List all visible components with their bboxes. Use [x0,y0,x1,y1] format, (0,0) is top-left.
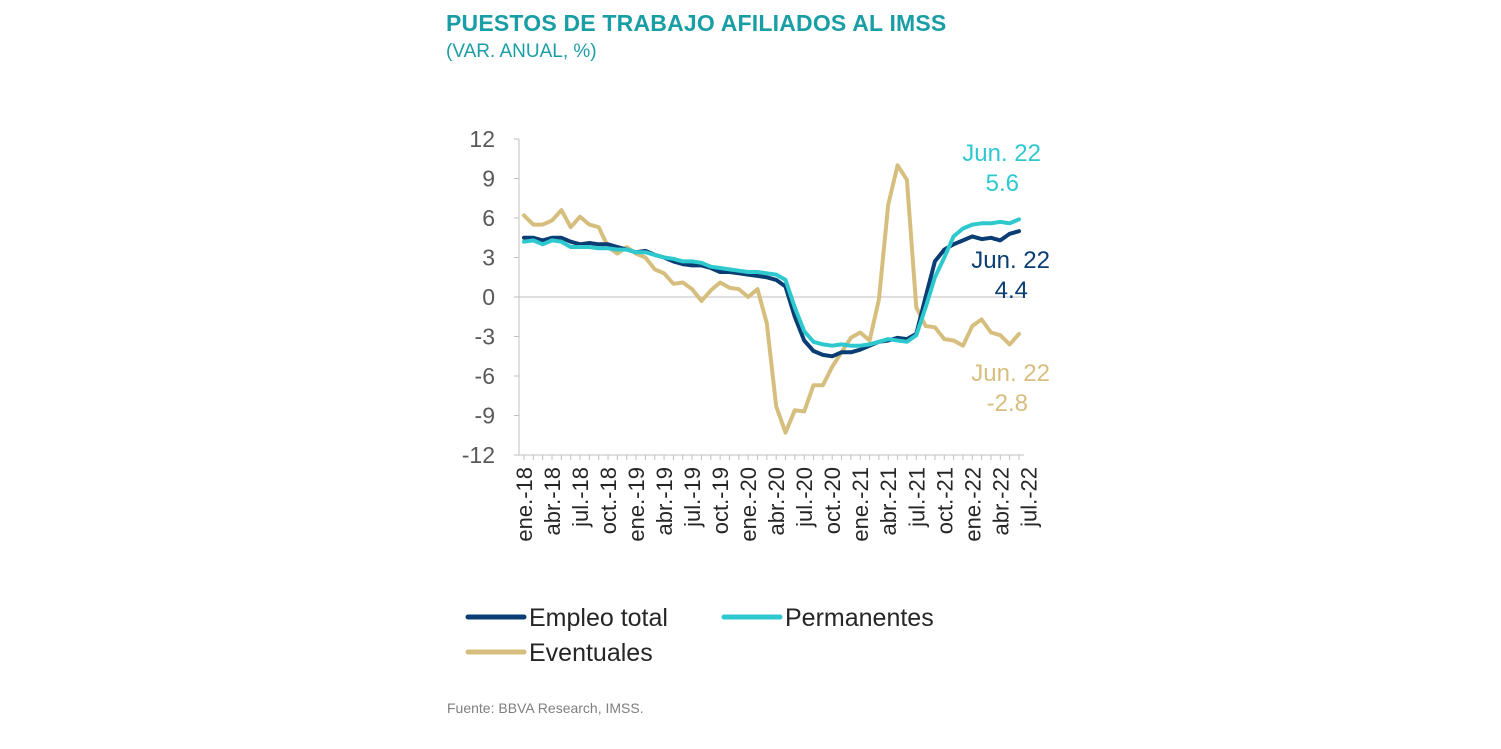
annotation-value: 4.4 [995,277,1028,304]
y-tick-label: 9 [482,166,495,192]
x-tick-label: jul.-18 [568,467,593,528]
x-tick-label: oct.-18 [596,467,621,534]
x-tick-label: abr.-21 [876,467,901,536]
x-tick-label: jul.-22 [1016,467,1041,528]
y-tick-label: 0 [482,284,495,310]
y-tick-label: -9 [475,403,495,429]
annotation-label: Jun. 22 [962,140,1041,167]
x-tick-label: abr.-22 [988,467,1013,536]
series-lines [522,163,1021,435]
legend: Empleo total Permanentes Eventuales [465,604,934,667]
x-tick-label: jul.-19 [680,467,705,528]
x-tick-label: ene.-19 [624,467,649,542]
legend-label: Eventuales [529,639,653,667]
x-tick-label: oct.-19 [708,467,733,534]
y-tick-label: -12 [462,442,495,468]
series-line-permanentes [522,217,1021,348]
annotation-label: Jun. 22 [971,360,1050,387]
series-line-empleo-total [522,229,1021,359]
y-tick-label: 6 [482,205,495,231]
x-tick-label: ene.-22 [960,467,985,542]
legend-label: Permanentes [785,604,934,632]
y-tick-label: -3 [475,324,495,350]
x-axis: ene.-18 abr.-18 jul.-18 oct.-18 ene.-19 abr.-… [512,455,1041,542]
y-axis: 12 9 6 3 0 -3 -6 -9 -12 [462,126,519,468]
y-tick-label: 12 [469,126,495,152]
x-tick-label: jul.-20 [792,467,817,528]
annotations: Jun. 22 5.6 Jun. 22 4.4 Jun. 22 -2.8 [962,140,1050,417]
annotation-value: 5.6 [986,170,1019,197]
y-tick-label: -6 [475,363,495,389]
x-tick-label: abr.-18 [540,467,565,536]
annotation-value: -2.8 [987,390,1028,417]
x-tick-label: ene.-18 [512,467,537,542]
legend-label: Empleo total [529,604,668,632]
chart-subtitle: (VAR. ANUAL, %) [446,41,597,62]
x-tick-label: ene.-20 [736,467,761,542]
annotation-label: Jun. 22 [971,247,1050,274]
x-tick-label: jul.-21 [904,467,929,528]
x-tick-label: abr.-19 [652,467,677,536]
series-line-eventuales [522,163,1021,435]
x-tick-label: oct.-20 [820,467,845,534]
x-tick-label: oct.-21 [932,467,957,534]
x-tick-label: abr.-20 [764,467,789,536]
x-tick-label: ene.-21 [848,467,873,542]
y-tick-label: 3 [482,245,495,271]
chart-title: PUESTOS DE TRABAJO AFILIADOS AL IMSS [446,10,947,36]
source-note: Fuente: BBVA Research, IMSS. [447,700,644,716]
